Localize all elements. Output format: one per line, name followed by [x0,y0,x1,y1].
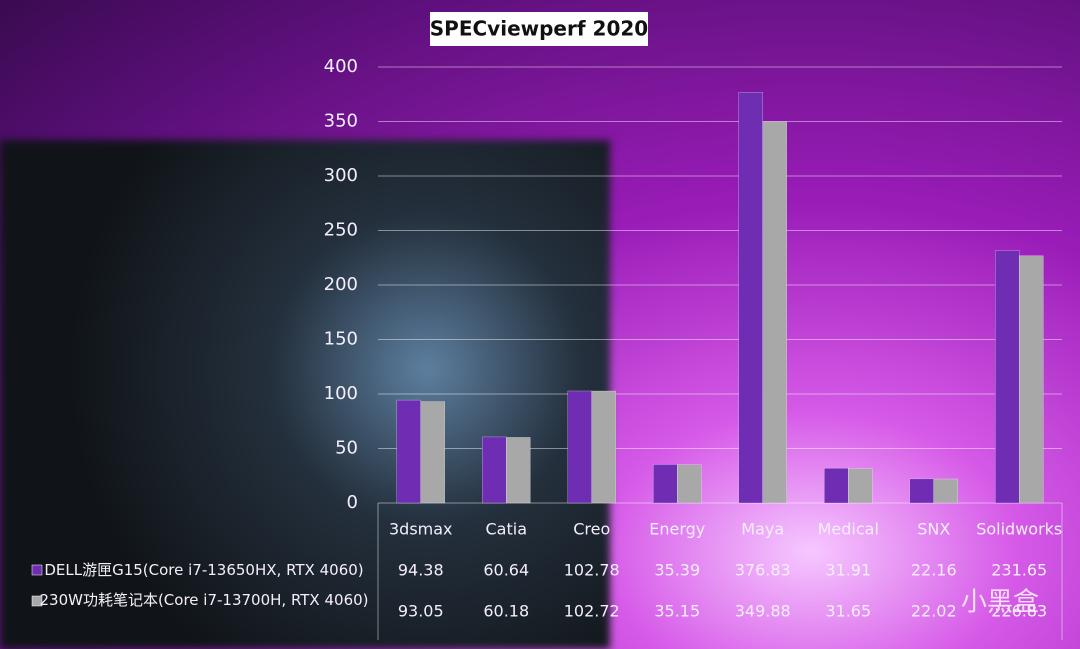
y-tick-label: 250 [324,220,358,241]
x-tick-label: Maya [741,520,784,539]
table-value: 22.16 [911,561,957,580]
table-value: 231.65 [991,561,1047,580]
bar [567,390,592,504]
x-tick-label: Catia [486,520,528,539]
table-value: 35.15 [654,602,700,621]
y-tick-label: 350 [324,111,358,132]
y-tick-label: 100 [324,383,358,404]
bar [653,464,678,504]
table-value: 31.65 [825,602,871,621]
bar [506,437,531,504]
table-value: 35.39 [654,561,700,580]
table-value: 376.83 [735,561,791,580]
y-tick-label: 400 [324,56,358,77]
table-value: 94.38 [398,561,444,580]
table-value: 31.91 [825,561,871,580]
x-tick-label: Creo [573,520,610,539]
bar [420,401,445,504]
legend-swatch [31,595,43,607]
bar [738,92,763,504]
table-value: 102.72 [564,602,620,621]
table-value: 102.78 [564,561,620,580]
table-value: 226.83 [991,602,1047,621]
y-tick-label: 150 [324,329,358,350]
x-tick-label: 3dsmax [389,520,453,539]
table-value: 60.64 [483,561,529,580]
bar [1019,255,1044,504]
bar [396,399,421,504]
x-tick-label: Medical [818,520,879,539]
bar [848,468,873,504]
table-value: 22.02 [911,602,957,621]
legend-swatch [31,564,43,576]
table-value: 93.05 [398,602,444,621]
watermark: 小黑盒 [961,588,1039,618]
y-tick-label: 0 [347,492,358,513]
bar [933,478,958,504]
bar [995,250,1020,504]
title-box [430,12,648,46]
bar [591,390,616,504]
y-tick-label: 50 [335,438,358,459]
bar [909,478,934,504]
legend-entry: DELL游匣G15(Core i7-13650HX, RTX 4060) [44,561,364,579]
legend-label: 230W功耗笔记本(Core i7-13700H, RTX 4060) [39,591,369,609]
x-tick-label: Energy [649,520,705,539]
bar [762,121,787,504]
bar [482,436,507,504]
x-tick-label: SNX [917,520,950,539]
table-value: 60.18 [483,602,529,621]
y-tick-label: 300 [324,165,358,186]
background-photo [0,140,610,649]
legend-entry: 230W功耗笔记本(Core i7-13700H, RTX 4060) [39,591,369,609]
legend-label: DELL游匣G15(Core i7-13650HX, RTX 4060) [44,561,364,579]
x-tick-label: Solidworks [976,520,1062,539]
y-tick-label: 200 [324,274,358,295]
chart-title: SPECviewperf 2020 [430,17,648,41]
bar [677,464,702,504]
bar [824,467,849,504]
table-value: 349.88 [735,602,791,621]
